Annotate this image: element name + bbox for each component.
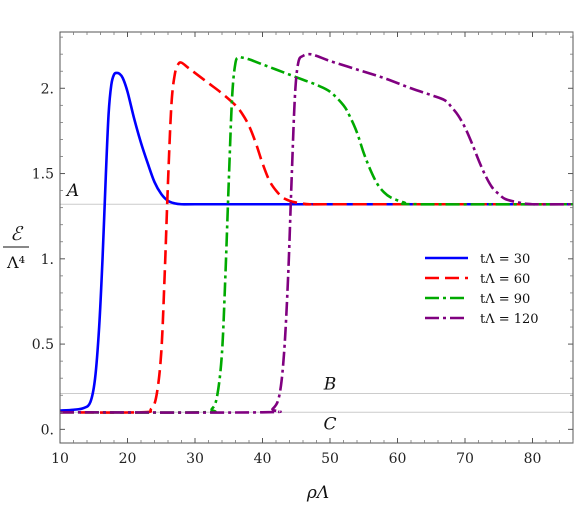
legend-label-2: tΛ = 60 — [480, 272, 530, 287]
y-tick-label: 1. — [41, 252, 54, 268]
x-tick-label: 60 — [389, 451, 407, 467]
x-tick-label: 10 — [51, 451, 69, 467]
legend-label-4: tΛ = 120 — [480, 312, 539, 327]
series-lines — [59, 52, 574, 414]
reference-label-b: B — [323, 375, 337, 395]
x-tick-label: 30 — [186, 451, 204, 467]
x-axis-label: ρΛ — [306, 483, 329, 503]
y-tick-label: 2. — [41, 81, 54, 97]
y-axis-label: ℰ Λ⁴ — [3, 223, 29, 272]
y-tick-label: 0. — [41, 422, 54, 438]
x-tick-label: 40 — [254, 451, 272, 467]
reference-labels: A BC — [65, 181, 337, 434]
y-axis-label-numerator: ℰ — [10, 223, 24, 245]
x-tick-label: 50 — [321, 451, 339, 467]
x-tick-label: 80 — [524, 451, 542, 467]
series-line-3 — [59, 55, 574, 414]
y-axis: 0. 0.5 1. 1.5 2. — [32, 36, 573, 438]
y-tick-label: 0.5 — [32, 337, 54, 353]
legend: tΛ = 30 tΛ = 60 tΛ = 90 tΛ = 120 — [419, 246, 565, 332]
legend-label-3: tΛ = 90 — [480, 292, 530, 307]
x-tick-label: 70 — [456, 451, 474, 467]
reference-label-a: A — [65, 181, 79, 201]
series-line-2 — [59, 61, 573, 414]
series-line-4 — [59, 52, 574, 414]
y-axis-label-denominator: Λ⁴ — [6, 253, 25, 272]
plot-frame — [59, 31, 574, 444]
series-line-1 — [59, 71, 573, 412]
x-axis: 10 20 30 40 50 60 70 80 — [51, 32, 574, 467]
y-tick-label: 1.5 — [32, 167, 54, 183]
reference-label-c: C — [323, 414, 336, 434]
x-tick-label: 20 — [119, 451, 137, 467]
legend-label-1: tΛ = 30 — [480, 252, 530, 267]
